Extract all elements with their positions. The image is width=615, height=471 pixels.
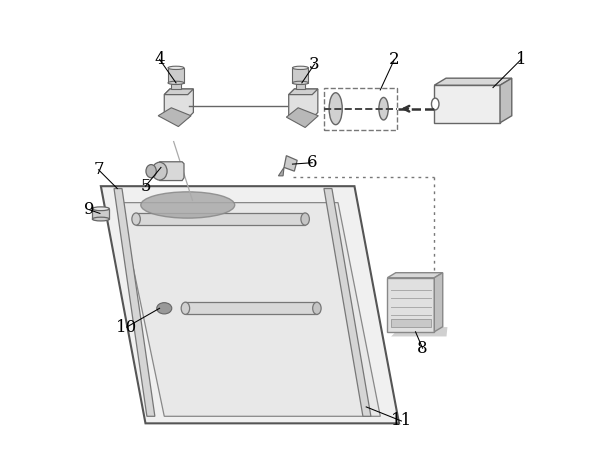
Ellipse shape [157, 303, 172, 314]
Ellipse shape [432, 98, 439, 110]
Text: 10: 10 [116, 318, 137, 335]
Text: 9: 9 [84, 201, 94, 218]
Text: 2: 2 [389, 51, 400, 68]
Polygon shape [288, 89, 318, 95]
Polygon shape [101, 186, 399, 423]
Polygon shape [164, 89, 193, 118]
Polygon shape [279, 167, 284, 176]
Text: 8: 8 [417, 340, 428, 357]
Polygon shape [387, 273, 443, 278]
Ellipse shape [141, 192, 235, 218]
Polygon shape [296, 83, 305, 89]
Text: 4: 4 [154, 51, 165, 68]
Polygon shape [158, 108, 191, 127]
Text: 3: 3 [309, 56, 320, 73]
Polygon shape [434, 85, 500, 123]
Polygon shape [164, 89, 193, 95]
Text: 11: 11 [391, 413, 412, 430]
Text: 7: 7 [93, 161, 104, 178]
Polygon shape [159, 162, 184, 180]
Polygon shape [284, 156, 297, 171]
Polygon shape [114, 188, 155, 416]
Polygon shape [500, 78, 512, 123]
Ellipse shape [132, 213, 140, 225]
Ellipse shape [92, 217, 109, 221]
Polygon shape [324, 188, 371, 416]
Polygon shape [136, 213, 305, 225]
Polygon shape [434, 273, 443, 332]
Polygon shape [168, 68, 184, 83]
Text: 1: 1 [516, 51, 526, 68]
Ellipse shape [293, 81, 309, 84]
Polygon shape [92, 209, 109, 219]
Ellipse shape [146, 164, 156, 178]
Ellipse shape [379, 97, 388, 120]
Polygon shape [293, 68, 309, 83]
Text: 6: 6 [307, 154, 317, 171]
Polygon shape [287, 108, 319, 128]
Ellipse shape [329, 93, 343, 125]
Ellipse shape [168, 81, 184, 84]
Polygon shape [172, 83, 181, 89]
Ellipse shape [152, 162, 167, 180]
Polygon shape [185, 302, 317, 315]
Polygon shape [434, 78, 512, 85]
Polygon shape [288, 89, 318, 118]
Ellipse shape [293, 66, 309, 70]
Polygon shape [391, 327, 448, 336]
Text: 5: 5 [140, 178, 151, 195]
Ellipse shape [168, 66, 184, 70]
Ellipse shape [181, 302, 189, 315]
Polygon shape [387, 278, 434, 332]
Ellipse shape [92, 207, 109, 211]
Ellipse shape [312, 302, 321, 315]
FancyBboxPatch shape [391, 319, 431, 326]
Ellipse shape [301, 213, 309, 225]
Polygon shape [120, 203, 380, 416]
